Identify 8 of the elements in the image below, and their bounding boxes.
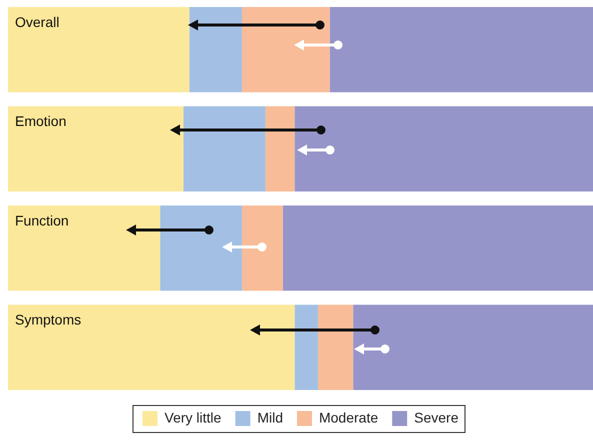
legend-label: Very little: [164, 409, 222, 426]
y-tick-label: Emotion: [15, 113, 66, 130]
legend-label: Moderate: [318, 409, 378, 426]
legend-label: Mild: [257, 409, 283, 426]
legend-label: Severe: [414, 409, 459, 426]
y-tick-label: Symptoms: [15, 312, 82, 328]
y-tick-label: Overall: [15, 14, 60, 30]
y-tick-label: Function: [15, 212, 69, 228]
